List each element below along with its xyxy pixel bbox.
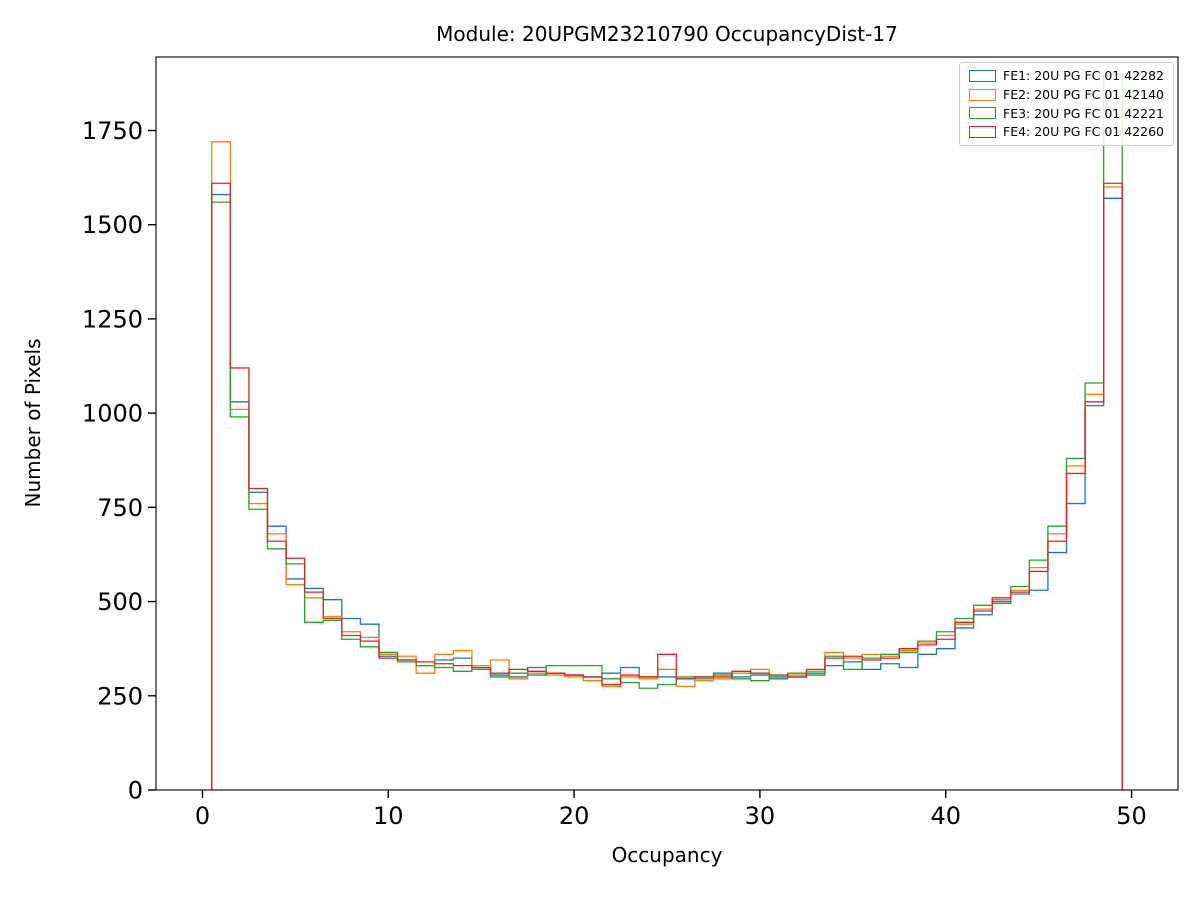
y-tick-label: 1000 bbox=[82, 400, 143, 428]
axes-frame bbox=[155, 56, 1179, 791]
y-tick-label: 1500 bbox=[82, 211, 143, 239]
legend-label: FE2: 20U PG FC 01 42140 bbox=[1003, 86, 1164, 102]
y-tick-label: 0 bbox=[128, 777, 143, 805]
y-tick-label: 250 bbox=[97, 682, 143, 710]
y-tick-label: 500 bbox=[97, 588, 143, 616]
y-tick-label: 1250 bbox=[82, 305, 143, 333]
x-tick-label: 20 bbox=[559, 802, 590, 830]
histogram-step-fe4 bbox=[211, 182, 1123, 790]
y-axis-label: Number of Pixels bbox=[21, 338, 45, 507]
legend-item: FE2: 20U PG FC 01 42140 bbox=[969, 86, 1164, 102]
legend-label: FE1: 20U PG FC 01 42282 bbox=[1003, 68, 1164, 83]
legend-item: FE3: 20U PG FC 01 42221 bbox=[969, 105, 1164, 121]
chart-title: Module: 20UPGM23210790 OccupancyDist-17 bbox=[436, 22, 898, 46]
legend-marker bbox=[969, 88, 996, 101]
x-tick-label: 30 bbox=[745, 802, 776, 830]
x-axis-label: Occupancy bbox=[612, 843, 723, 867]
legend-label: FE4: 20U PG FC 01 42260 bbox=[1003, 124, 1164, 140]
legend-item: FE1: 20U PG FC 01 42282 bbox=[969, 69, 1164, 83]
legend: FE1: 20U PG FC 01 42282 FE2: 20U PG FC 01… bbox=[959, 62, 1174, 146]
legend-label: FE3: 20U PG FC 01 42221 bbox=[1003, 105, 1164, 121]
x-tick-label: 0 bbox=[195, 802, 210, 830]
histogram-step-fe3 bbox=[211, 73, 1123, 790]
legend-marker bbox=[969, 126, 996, 139]
legend-marker bbox=[969, 69, 996, 82]
y-tick-label: 750 bbox=[97, 494, 143, 522]
histogram-step-fe2 bbox=[211, 141, 1123, 790]
x-tick-label: 40 bbox=[930, 802, 961, 830]
x-tick-label: 50 bbox=[1116, 802, 1147, 830]
legend-item: FE4: 20U PG FC 01 42260 bbox=[969, 125, 1164, 139]
x-tick-label: 10 bbox=[373, 802, 404, 830]
legend-marker bbox=[969, 107, 996, 120]
y-tick-label: 1750 bbox=[82, 117, 143, 145]
histogram-step-fe1 bbox=[211, 193, 1123, 790]
